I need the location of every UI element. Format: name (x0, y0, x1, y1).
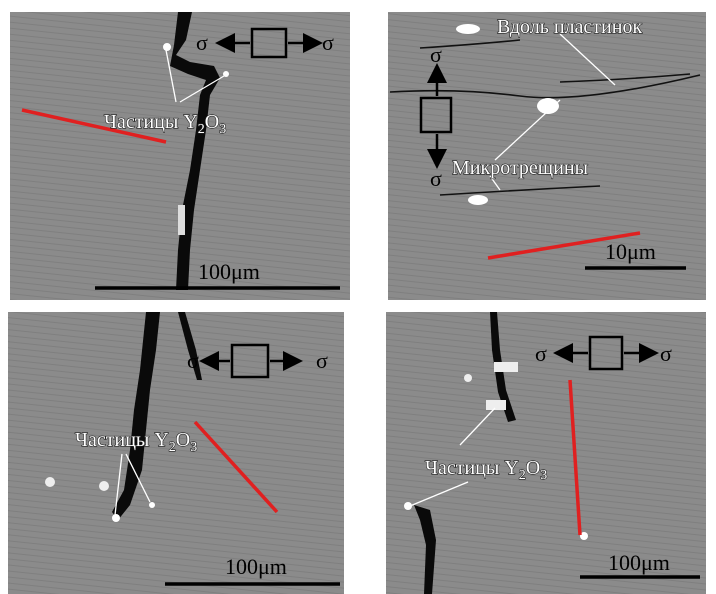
label-part: Частицы Y (425, 457, 519, 479)
particle (464, 374, 472, 382)
sigma: σ (322, 30, 334, 55)
particle (163, 43, 171, 51)
scale-label: 100μm (608, 550, 670, 575)
panel-1: σ σ Частицы Y2O3 100μm (10, 12, 350, 300)
label-part: O (176, 429, 190, 451)
panel-3: σ σ Частицы Y2O3 100μm (8, 312, 344, 594)
sigma: σ (430, 42, 442, 67)
label-sub: 2 (169, 440, 176, 455)
sigma: σ (196, 30, 208, 55)
sigma: σ (187, 348, 199, 373)
particle (494, 362, 518, 372)
label-sub: 2 (519, 468, 526, 483)
label-sub: 2 (198, 122, 205, 137)
particle (112, 514, 120, 522)
figure: σ σ Частицы Y2O3 100μm Вдоль пластинок σ… (0, 0, 716, 594)
scale-label: 100μm (225, 554, 287, 579)
sigma: σ (660, 341, 672, 366)
label-part: O (526, 457, 540, 479)
sigma: σ (430, 166, 442, 191)
along-label: Вдоль пластинок (497, 16, 642, 38)
sigma: σ (316, 348, 328, 373)
panel-2: Вдоль пластинок σ σ Микротрещины 10μm (388, 12, 706, 300)
particle (456, 24, 480, 34)
label-sub: 3 (219, 122, 226, 137)
particle (45, 477, 55, 487)
label-sub: 3 (190, 440, 197, 455)
particle (468, 195, 488, 205)
scale-label: 10μm (605, 239, 656, 264)
label-part: Частицы Y (104, 111, 198, 133)
label-sub: 3 (540, 468, 547, 483)
panel-4: σ σ Частицы Y2O3 100μm (386, 312, 706, 594)
microcracks-label: Микротрещины (452, 157, 588, 179)
particle (149, 502, 155, 508)
micrograph (8, 312, 344, 594)
particle (178, 205, 185, 235)
particle (486, 400, 506, 410)
particle (99, 481, 109, 491)
label-part: Частицы Y (75, 429, 169, 451)
label-part: O (205, 111, 219, 133)
scale-label: 100μm (198, 259, 260, 284)
sigma: σ (535, 341, 547, 366)
